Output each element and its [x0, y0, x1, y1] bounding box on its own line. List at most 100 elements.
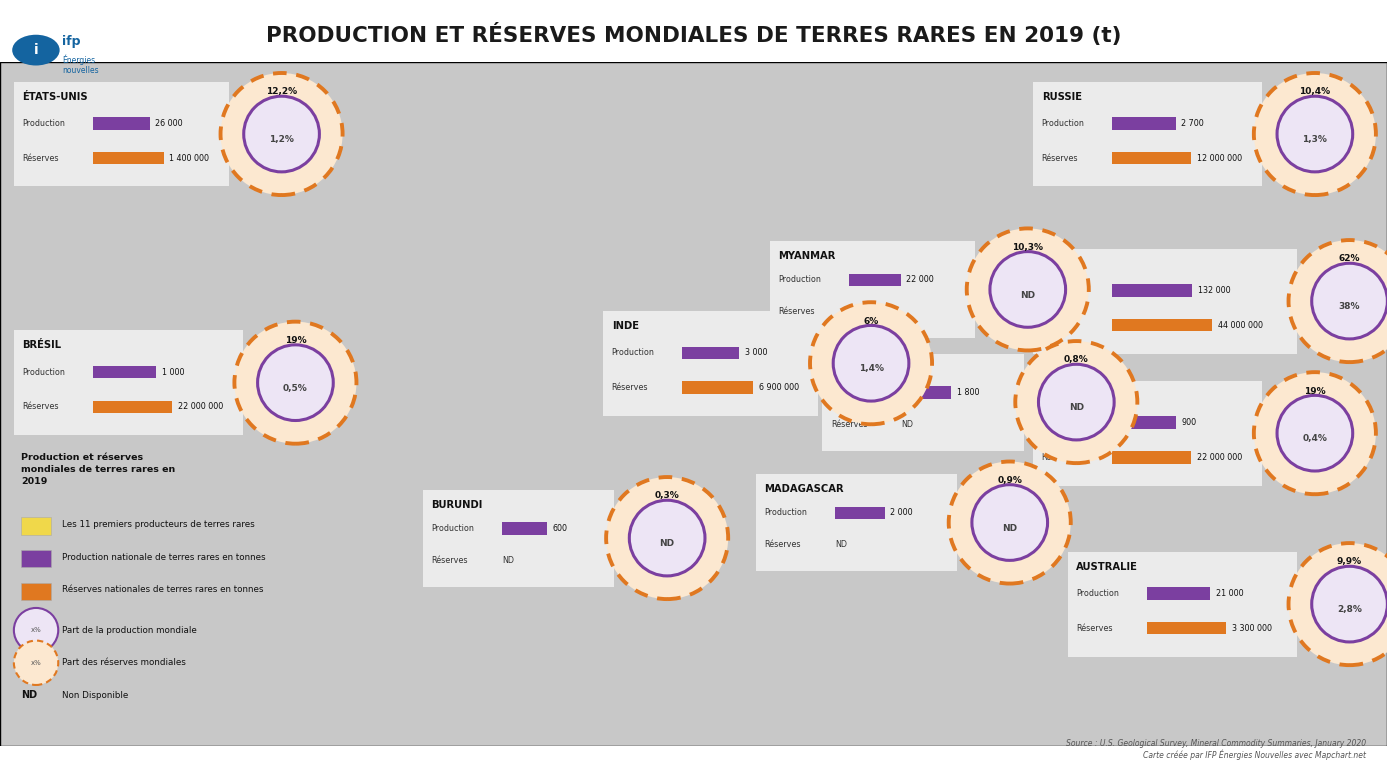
Text: 1,3%: 1,3%: [1302, 135, 1327, 145]
Text: 2 700: 2 700: [1182, 119, 1204, 128]
FancyBboxPatch shape: [1033, 82, 1262, 186]
Ellipse shape: [1312, 263, 1387, 339]
FancyBboxPatch shape: [1112, 152, 1191, 165]
Text: Production: Production: [612, 348, 655, 357]
Ellipse shape: [1277, 96, 1352, 172]
Text: 3 300 000: 3 300 000: [1232, 624, 1272, 632]
Text: Réserves: Réserves: [1042, 453, 1078, 462]
Text: INDE: INDE: [612, 321, 638, 331]
Text: Production et réserves
mondiales de terres rares en
2019: Production et réserves mondiales de terr…: [21, 453, 175, 486]
Text: 22 000 000: 22 000 000: [178, 402, 223, 411]
Ellipse shape: [244, 96, 319, 172]
Text: Réserves: Réserves: [1042, 154, 1078, 162]
Text: BRÉSIL: BRÉSIL: [22, 340, 61, 350]
Text: 22 000 000: 22 000 000: [1197, 453, 1243, 462]
Text: Énergies
nouvelles: Énergies nouvelles: [62, 54, 98, 75]
Text: i: i: [33, 43, 39, 57]
FancyBboxPatch shape: [1112, 451, 1191, 464]
Text: Réserves: Réserves: [764, 540, 800, 549]
Text: 0,5%: 0,5%: [283, 384, 308, 393]
Text: Réserves: Réserves: [22, 402, 58, 411]
Text: Production: Production: [831, 388, 874, 397]
Text: 9,9%: 9,9%: [1337, 557, 1362, 566]
FancyBboxPatch shape: [1112, 284, 1193, 297]
Text: ifp: ifp: [62, 35, 80, 48]
Text: ND: ND: [835, 540, 847, 549]
Ellipse shape: [967, 228, 1089, 350]
Text: 21 000: 21 000: [1216, 589, 1244, 598]
Text: Réserves: Réserves: [778, 307, 814, 316]
Text: 6 900 000: 6 900 000: [759, 383, 799, 392]
FancyBboxPatch shape: [14, 330, 243, 435]
Text: ND: ND: [502, 556, 515, 565]
Text: Production: Production: [1042, 286, 1085, 295]
Text: 1 400 000: 1 400 000: [169, 154, 209, 162]
Text: 10,3%: 10,3%: [1013, 242, 1043, 252]
Text: 22 000: 22 000: [906, 275, 933, 284]
FancyBboxPatch shape: [682, 382, 753, 394]
Text: 12,2%: 12,2%: [266, 87, 297, 96]
Text: 12 000 000: 12 000 000: [1197, 154, 1243, 162]
FancyBboxPatch shape: [1112, 319, 1212, 332]
FancyBboxPatch shape: [93, 366, 157, 378]
Text: MADAGASCAR: MADAGASCAR: [764, 484, 843, 494]
Text: Non Disponible: Non Disponible: [62, 691, 129, 700]
Ellipse shape: [606, 477, 728, 599]
Text: RUSSIE: RUSSIE: [1042, 92, 1082, 102]
Text: 2 000: 2 000: [890, 508, 913, 517]
Text: Réserves: Réserves: [1076, 624, 1112, 632]
Text: Production: Production: [778, 275, 821, 284]
FancyBboxPatch shape: [1112, 416, 1176, 429]
Text: ND: ND: [1021, 291, 1035, 300]
Text: Production: Production: [764, 508, 807, 517]
Ellipse shape: [234, 322, 356, 444]
Text: Réserves: Réserves: [431, 556, 467, 565]
Ellipse shape: [810, 302, 932, 424]
FancyBboxPatch shape: [93, 152, 164, 165]
FancyBboxPatch shape: [502, 522, 548, 535]
Text: MYANMAR: MYANMAR: [778, 251, 835, 261]
Text: Production: Production: [22, 368, 65, 377]
Text: Réserves nationales de terres rares en tonnes: Réserves nationales de terres rares en t…: [62, 585, 264, 594]
Ellipse shape: [1039, 364, 1114, 440]
Text: VIETNAM: VIETNAM: [1042, 391, 1093, 401]
Text: Les 11 premiers producteurs de terres rares: Les 11 premiers producteurs de terres ra…: [62, 520, 255, 529]
FancyBboxPatch shape: [21, 583, 51, 600]
FancyBboxPatch shape: [822, 354, 1024, 451]
Text: 132 000: 132 000: [1198, 286, 1230, 295]
Text: Production: Production: [431, 524, 474, 533]
FancyBboxPatch shape: [1147, 587, 1211, 600]
FancyBboxPatch shape: [682, 347, 739, 359]
Text: 26 000: 26 000: [155, 119, 183, 128]
Text: 0,9%: 0,9%: [997, 476, 1022, 485]
Text: 0,8%: 0,8%: [1064, 355, 1089, 364]
FancyBboxPatch shape: [1068, 552, 1297, 657]
FancyBboxPatch shape: [902, 386, 951, 399]
Ellipse shape: [834, 326, 908, 401]
Text: ND: ND: [660, 539, 674, 549]
FancyBboxPatch shape: [1033, 249, 1297, 354]
Text: 38%: 38%: [1338, 302, 1361, 312]
Text: ND: ND: [1069, 403, 1083, 413]
Text: PRODUCTION ET RÉSERVES MONDIALES DE TERRES RARES EN 2019 (t): PRODUCTION ET RÉSERVES MONDIALES DE TERR…: [266, 23, 1121, 47]
Text: 44 000 000: 44 000 000: [1218, 321, 1262, 329]
FancyBboxPatch shape: [14, 82, 229, 186]
Text: 1 800: 1 800: [957, 388, 979, 397]
Text: 0,4%: 0,4%: [1302, 434, 1327, 444]
Ellipse shape: [1254, 73, 1376, 195]
Text: 0,3%: 0,3%: [655, 491, 680, 500]
Ellipse shape: [14, 608, 58, 653]
Text: Part des réserves mondiales: Part des réserves mondiales: [62, 658, 186, 667]
Text: 1,2%: 1,2%: [269, 135, 294, 145]
Text: Réserves: Réserves: [1042, 321, 1078, 329]
Text: ND: ND: [902, 420, 914, 429]
FancyBboxPatch shape: [21, 517, 51, 535]
FancyBboxPatch shape: [1147, 622, 1226, 635]
Text: 6%: 6%: [864, 316, 878, 326]
Text: 19%: 19%: [1304, 386, 1326, 395]
FancyBboxPatch shape: [770, 241, 975, 338]
Text: Réserves: Réserves: [831, 420, 867, 429]
Text: 1 000: 1 000: [162, 368, 184, 377]
FancyBboxPatch shape: [21, 550, 51, 567]
Text: Production: Production: [1076, 589, 1119, 598]
